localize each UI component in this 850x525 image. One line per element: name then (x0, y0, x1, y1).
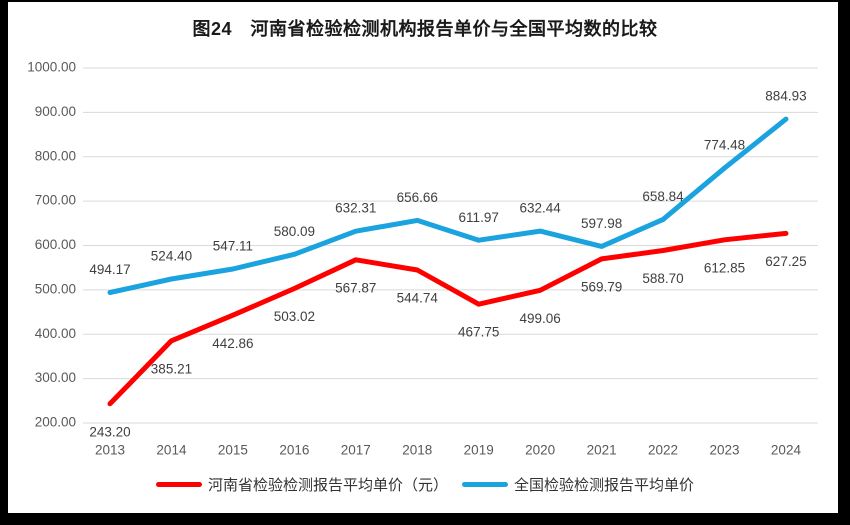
x-tick-label: 2021 (587, 443, 617, 458)
data-label: 499.06 (520, 311, 561, 326)
data-label: 632.44 (520, 201, 562, 216)
data-label: 569.79 (581, 279, 622, 294)
data-label: 494.17 (89, 262, 130, 277)
frame-border-bottom (0, 513, 850, 525)
legend-label-0: 河南省检验检测报告平均单价（元） (207, 477, 448, 494)
y-tick-label: 800.00 (35, 148, 76, 163)
data-label: 774.48 (704, 138, 745, 153)
frame-border-left (0, 0, 8, 525)
data-label: 611.97 (459, 210, 499, 225)
data-label: 580.09 (274, 224, 315, 239)
chart-title: 图24 河南省检验检测机构报告单价与全国平均数的比较 (192, 19, 658, 39)
data-label: 385.21 (151, 361, 192, 376)
data-label: 467.75 (458, 325, 499, 340)
y-tick-label: 400.00 (35, 326, 76, 341)
data-label: 544.74 (397, 291, 439, 306)
legend-swatch-1 (462, 482, 508, 487)
data-label: 547.11 (213, 239, 253, 254)
legend-label-1: 全国检验检测报告平均单价 (514, 477, 695, 494)
y-tick-label: 900.00 (35, 104, 76, 119)
data-label: 567.87 (335, 280, 376, 295)
y-tick-label: 600.00 (35, 237, 76, 252)
x-tick-label: 2022 (648, 443, 678, 458)
x-tick-label: 2016 (279, 443, 309, 458)
data-label: 597.98 (581, 216, 622, 231)
x-tick-label: 2017 (341, 443, 371, 458)
x-tick-label: 2018 (402, 443, 432, 458)
x-tick-label: 2023 (709, 443, 739, 458)
chart-legend: 河南省检验检测报告平均单价（元） 全国检验检测报告平均单价 (0, 474, 850, 495)
data-label: 656.66 (397, 190, 438, 205)
y-tick-label: 700.00 (35, 193, 76, 208)
x-tick-label: 2013 (95, 443, 125, 458)
x-tick-label: 2024 (771, 443, 802, 458)
y-tick-label: 500.00 (35, 281, 76, 296)
data-label: 612.85 (704, 260, 745, 275)
data-label: 442.86 (212, 336, 253, 351)
x-tick-label: 2019 (464, 443, 494, 458)
x-tick-label: 2020 (525, 443, 555, 458)
y-tick-label: 1000.00 (27, 60, 76, 75)
data-label: 884.93 (765, 89, 806, 104)
frame-border-right (838, 0, 850, 525)
y-tick-label: 200.00 (35, 415, 76, 430)
series-line-1 (107, 116, 789, 295)
data-label: 524.40 (151, 249, 192, 264)
x-tick-label: 2014 (156, 443, 187, 458)
series-line-0 (107, 230, 789, 407)
data-label: 243.20 (89, 424, 130, 439)
data-label: 658.84 (642, 189, 684, 204)
x-tick-label: 2015 (218, 443, 248, 458)
data-label: 627.25 (765, 254, 806, 269)
y-tick-label: 300.00 (35, 370, 76, 385)
legend-item-1: 全国检验检测报告平均单价 (462, 474, 694, 495)
legend-item-0: 河南省检验检测报告平均单价（元） (155, 474, 448, 495)
frame-border-top (0, 0, 850, 2)
data-label: 588.70 (642, 271, 683, 286)
data-label: 503.02 (274, 309, 315, 324)
data-label: 632.31 (335, 201, 376, 216)
legend-swatch-0 (155, 482, 202, 487)
